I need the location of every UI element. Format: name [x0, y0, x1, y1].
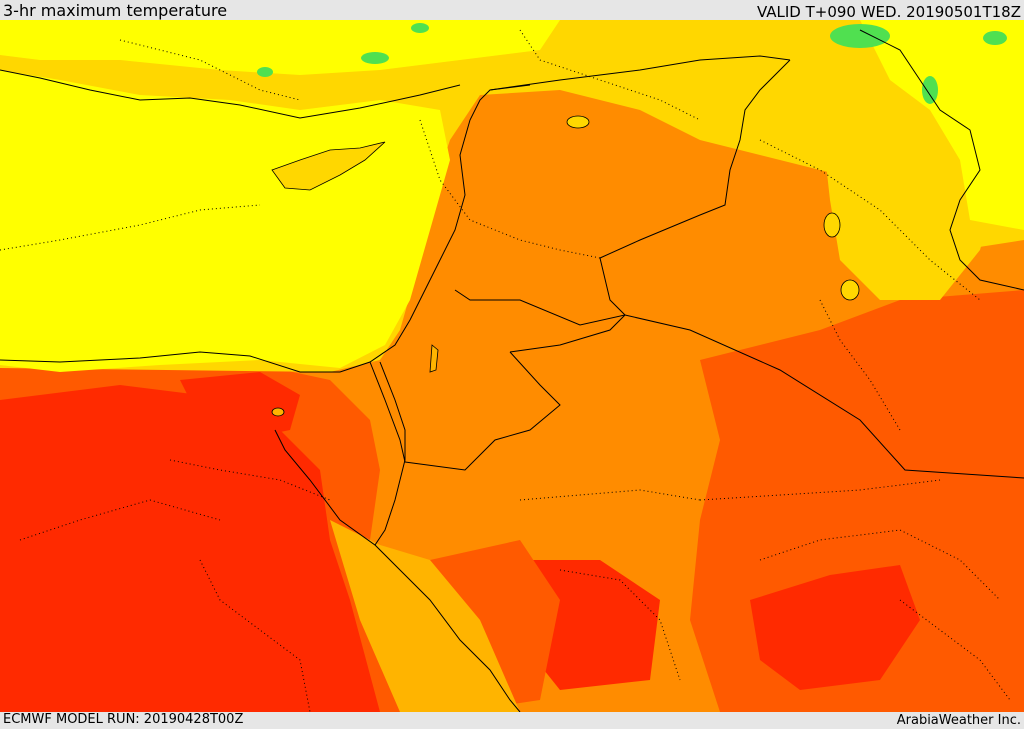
valid-time-label: VALID T+090 WED. 20190501T18Z — [756, 3, 1021, 21]
temperature-field-red-sinai — [180, 372, 300, 440]
header-bar: 3-hr maximum temperature VALID T+090 WED… — [0, 0, 1024, 20]
lake-assad-outline — [566, 115, 590, 129]
temperature-field-red-east — [750, 565, 920, 690]
lake-bardawil-outline — [271, 407, 285, 417]
province-borders — [0, 29, 1011, 712]
lake-razazah-outline — [840, 279, 860, 301]
temperature-field-green-1 — [257, 67, 273, 77]
temperature-field-green-4 — [830, 24, 890, 48]
map-title: 3-hr maximum temperature — [3, 1, 228, 20]
temperature-field-deep-red-egypt — [0, 385, 380, 712]
temperature-field-green-3 — [411, 23, 429, 33]
temperature-field-yellow-turkey — [0, 20, 560, 75]
country-borders — [369, 55, 1024, 479]
coastlines — [0, 29, 1024, 712]
temperature-field-green-6 — [922, 76, 938, 104]
cyprus-outline — [271, 141, 386, 191]
footer-bar: ECMWF MODEL RUN: 20190428T00Z ArabiaWeat… — [0, 712, 1024, 729]
temperature-field-amber-red-sea — [330, 520, 520, 712]
temperature-field-green-2 — [361, 52, 389, 64]
credit-label: ArabiaWeather Inc. — [896, 713, 1021, 728]
temperature-field-yellow-mediterranean — [0, 70, 450, 372]
temperature-field-yellow-caucasus — [860, 20, 1024, 230]
model-run-label: ECMWF MODEL RUN: 20190428T00Z — [3, 712, 244, 727]
dead-sea-outline — [429, 344, 439, 373]
temperature-map[interactable] — [0, 20, 1024, 712]
temperature-field-green-5 — [983, 31, 1007, 45]
map-canvas — [0, 20, 1024, 712]
lake-tharthar-outline — [823, 212, 841, 238]
